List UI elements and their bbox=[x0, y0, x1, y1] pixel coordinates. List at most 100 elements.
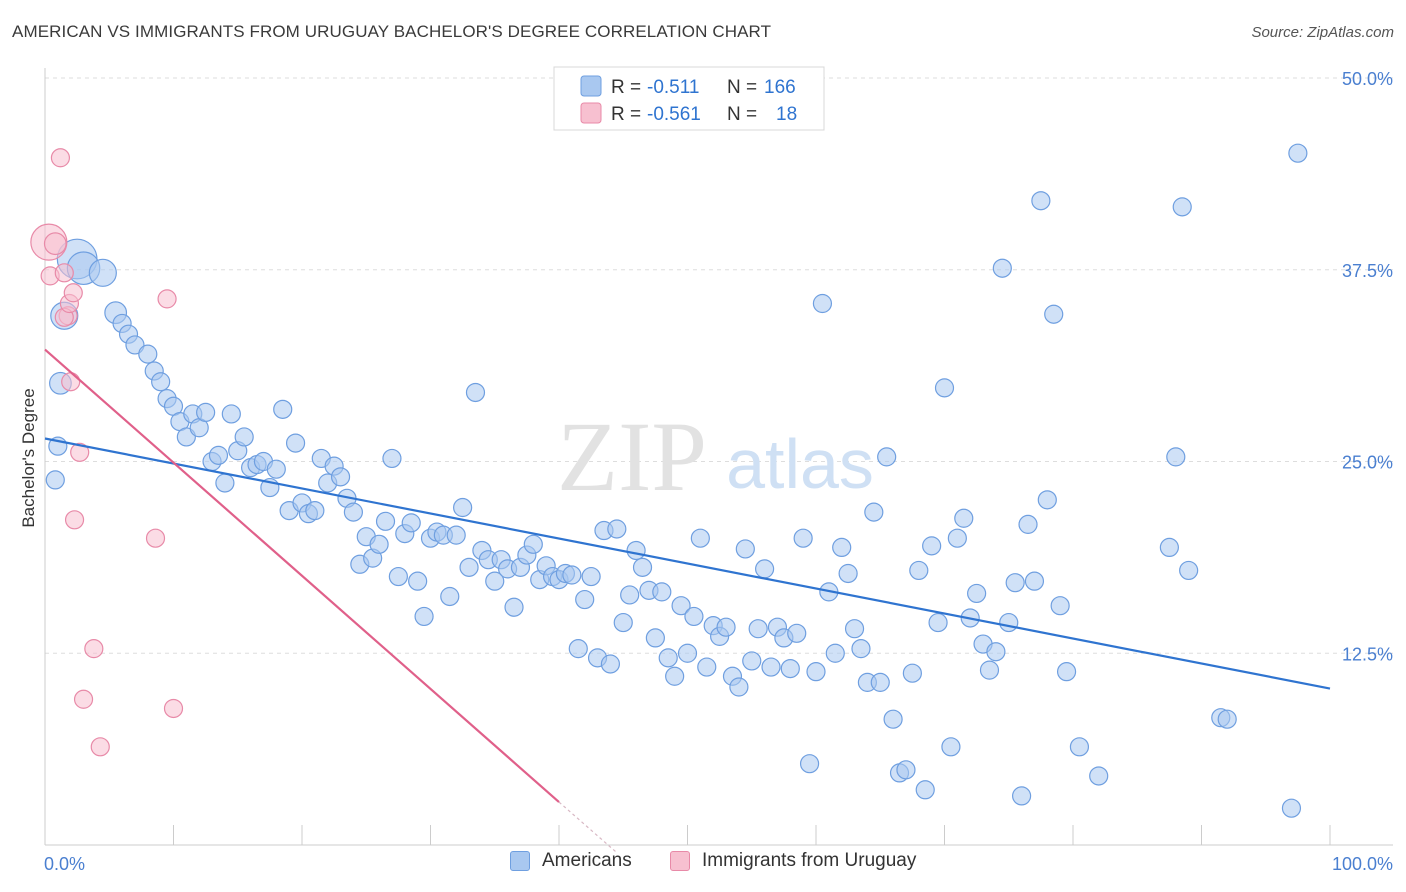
americans-point bbox=[870, 672, 890, 692]
americans-point bbox=[915, 780, 935, 800]
americans-point bbox=[388, 566, 408, 587]
americans-point bbox=[1056, 662, 1077, 682]
americans-point bbox=[1217, 709, 1237, 729]
uruguay-point bbox=[64, 510, 85, 530]
trend-lines bbox=[44, 348, 1331, 854]
americans-point bbox=[375, 511, 396, 531]
uruguay-trend-extension bbox=[558, 801, 618, 854]
watermark-atlas: atlas bbox=[726, 425, 874, 503]
americans-point bbox=[1166, 447, 1186, 467]
americans-point bbox=[684, 606, 704, 627]
americans-point bbox=[523, 534, 543, 554]
americans-point bbox=[954, 508, 974, 528]
americans-point bbox=[1288, 143, 1308, 163]
americans-point bbox=[414, 606, 434, 627]
axes bbox=[44, 68, 1393, 846]
uruguay-point bbox=[61, 372, 81, 392]
chart-title: AMERICAN VS IMMIGRANTS FROM URUGUAY BACH… bbox=[12, 22, 772, 41]
uruguay-point bbox=[50, 148, 71, 168]
americans-point bbox=[864, 502, 884, 522]
americans-point bbox=[851, 639, 871, 659]
americans-point bbox=[754, 559, 775, 579]
americans-point bbox=[902, 663, 922, 683]
uruguay-point bbox=[163, 698, 184, 719]
americans-point bbox=[208, 445, 229, 465]
americans-point bbox=[465, 382, 486, 403]
watermark-zip: ZIP bbox=[557, 401, 707, 512]
americans-point bbox=[665, 666, 685, 686]
americans-point bbox=[459, 557, 479, 577]
americans-point bbox=[581, 566, 601, 587]
americans-point bbox=[266, 459, 286, 479]
americans-point bbox=[941, 737, 961, 757]
americans-point bbox=[844, 619, 865, 639]
americans-point bbox=[45, 470, 65, 490]
americans-point bbox=[934, 378, 955, 398]
y-tick-label: 50.0% bbox=[1342, 69, 1393, 89]
legend-n-label-2: N = bbox=[727, 104, 757, 125]
americans-point bbox=[305, 500, 325, 521]
legend-r-value-2: -0.561 bbox=[647, 104, 701, 125]
americans-point bbox=[1281, 798, 1302, 818]
americans-point bbox=[1179, 560, 1199, 581]
legend-label-uruguay: Immigrants from Uruguay bbox=[702, 850, 917, 871]
americans-point bbox=[729, 677, 749, 697]
americans-point bbox=[645, 628, 665, 648]
correlation-legend: R = -0.511 N = 166 R = -0.561 N = 18 bbox=[553, 66, 825, 131]
americans-point bbox=[1159, 537, 1179, 558]
americans-point bbox=[947, 528, 967, 548]
americans-point bbox=[1044, 304, 1064, 324]
legend-swatch-americans bbox=[580, 75, 602, 97]
americans-point bbox=[1172, 197, 1192, 217]
americans-point bbox=[999, 612, 1019, 633]
series-legend: Americans Immigrants from Uruguay bbox=[0, 850, 1406, 878]
americans-point bbox=[343, 502, 363, 522]
americans-point bbox=[401, 513, 421, 533]
americans-point bbox=[909, 560, 929, 581]
legend-n-value-1: 166 bbox=[764, 77, 796, 98]
americans-point bbox=[1050, 596, 1070, 616]
americans-point bbox=[735, 539, 755, 559]
americans-point bbox=[88, 258, 117, 287]
americans-point bbox=[1018, 514, 1038, 534]
x-tick-label-max: 100.0% bbox=[1332, 854, 1393, 874]
americans-point bbox=[215, 473, 235, 493]
americans-point bbox=[922, 536, 942, 556]
americans-point bbox=[928, 612, 948, 633]
americans-point bbox=[812, 293, 833, 314]
americans-point bbox=[986, 642, 1006, 662]
americans-point bbox=[677, 643, 698, 663]
y-axis-label: Bachelor's Degree bbox=[19, 388, 38, 527]
x-tick-label-min: 0.0% bbox=[44, 854, 85, 874]
americans-point bbox=[575, 589, 595, 610]
americans-point bbox=[632, 557, 653, 577]
americans-point bbox=[369, 534, 389, 554]
legend-swatch-uruguay-bottom bbox=[670, 851, 690, 871]
americans-point bbox=[626, 540, 646, 561]
y-tick-label: 12.5% bbox=[1342, 644, 1393, 664]
americans-point bbox=[196, 402, 216, 423]
americans-point bbox=[967, 583, 987, 604]
americans-point bbox=[780, 658, 800, 679]
americans-point bbox=[1005, 573, 1025, 593]
y-tick-label: 37.5% bbox=[1342, 261, 1393, 281]
americans-point bbox=[793, 528, 813, 548]
uruguay-point bbox=[157, 289, 177, 309]
americans-point bbox=[620, 585, 640, 605]
y-tick-label: 25.0% bbox=[1342, 453, 1393, 473]
americans-point bbox=[330, 467, 351, 487]
uruguay-point bbox=[63, 283, 83, 303]
americans-point bbox=[234, 427, 254, 447]
americans-point bbox=[1089, 766, 1109, 786]
americans-point bbox=[658, 648, 678, 668]
americans-point bbox=[799, 754, 820, 774]
americans-point bbox=[151, 372, 171, 392]
americans-point bbox=[221, 404, 241, 424]
americans-point bbox=[568, 639, 588, 659]
americans-point bbox=[671, 596, 691, 616]
legend-r-label-1: R = bbox=[611, 77, 641, 98]
americans-point bbox=[440, 586, 460, 607]
source-label: Source: ZipAtlas.com bbox=[1251, 24, 1394, 41]
americans-point bbox=[138, 344, 158, 364]
legend-n-label-1: N = bbox=[727, 77, 757, 98]
